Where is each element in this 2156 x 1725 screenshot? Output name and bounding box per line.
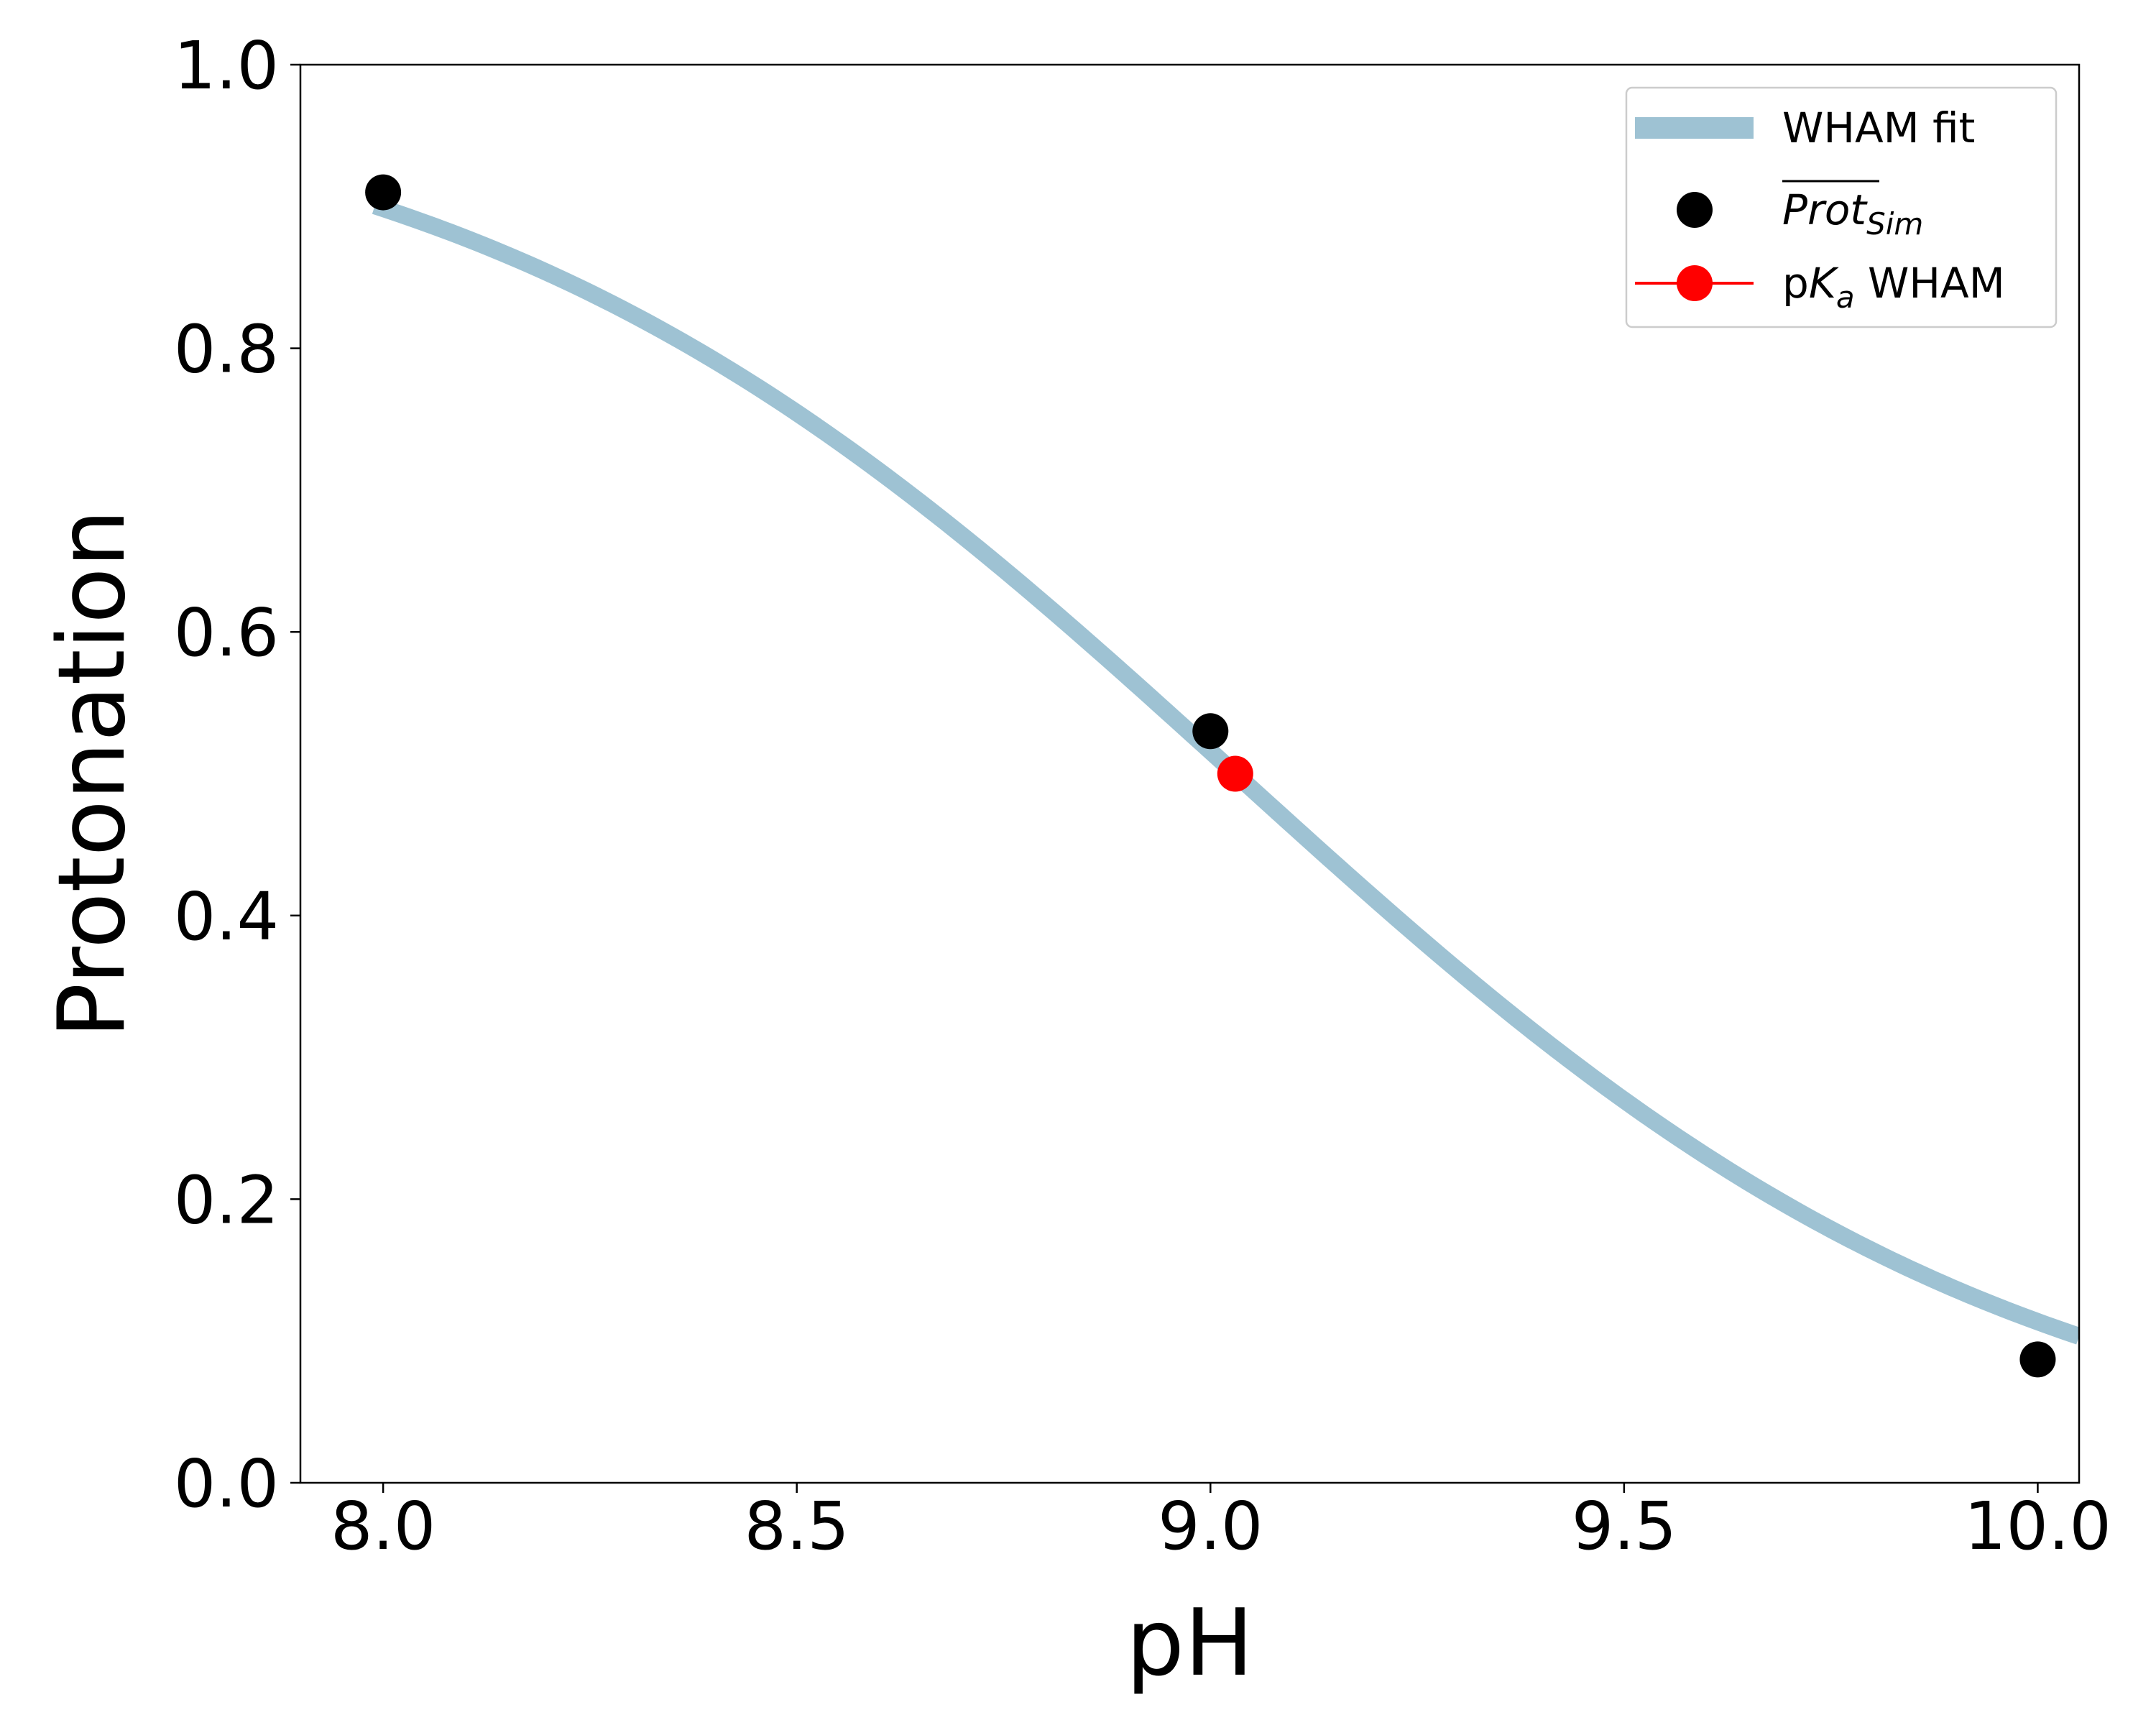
y-tick-label: 0.0 (174, 1445, 279, 1522)
x-tick-label: 10.0 (1964, 1488, 2111, 1565)
y-tick-label: 0.2 (174, 1162, 279, 1238)
prot-sim-point (365, 174, 402, 211)
y-tick-label: 1.0 (174, 27, 279, 104)
x-axis-label: pH (1126, 1590, 1254, 1697)
legend-swatch-pka-wham (1677, 265, 1713, 301)
prot-sim-point (1192, 713, 1229, 750)
y-tick-label: 0.6 (174, 594, 279, 671)
y-tick-label: 0.4 (174, 878, 279, 955)
x-tick-label: 8.5 (745, 1488, 849, 1565)
x-tick-label: 9.5 (1572, 1488, 1677, 1565)
plot-frame (299, 63, 2081, 1484)
legend-label-wham-fit: WHAM fit (1782, 104, 1975, 152)
legend-label-pka-wham: pKa WHAM (1782, 259, 2005, 315)
legend: WHAM fit ProtSim pKa WHAM (1625, 86, 2058, 328)
y-axis-label: Protonation (39, 509, 146, 1038)
pka-wham-point (1217, 755, 1253, 792)
legend-label-prot-sim: ProtSim (1782, 185, 1923, 242)
prot-sim-point (2019, 1341, 2056, 1378)
legend-box (1625, 86, 2058, 328)
x-tick-label: 9.0 (1158, 1488, 1263, 1565)
legend-swatch-prot-sim (1677, 192, 1713, 228)
y-tick-label: 0.8 (174, 311, 279, 388)
x-tick-label: 8.0 (331, 1488, 436, 1565)
